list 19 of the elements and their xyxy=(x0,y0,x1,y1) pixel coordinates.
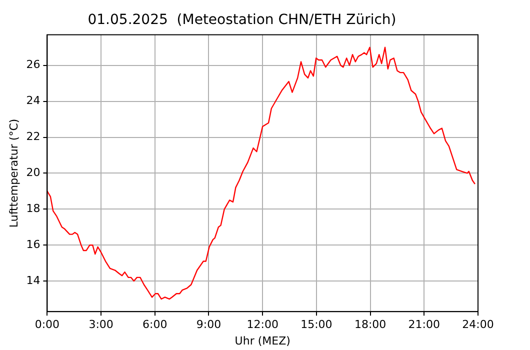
y-tick-label: 18 xyxy=(26,202,40,216)
y-tick-label: 14 xyxy=(26,274,40,287)
x-tick-label: 9:00 xyxy=(196,318,222,332)
y-axis-title: Lufttemperatur (°C) xyxy=(7,118,20,228)
x-tick-label: 21:00 xyxy=(408,318,440,332)
x-tick-label: 3:00 xyxy=(88,318,114,332)
x-tick-label: 18:00 xyxy=(354,318,386,332)
y-tick-label: 22 xyxy=(26,130,40,144)
y-tick-label: 24 xyxy=(26,94,40,108)
x-tick-label: 12:00 xyxy=(246,318,278,332)
x-axis-title: Uhr (MEZ) xyxy=(234,334,290,348)
y-tick-label: 20 xyxy=(26,166,40,180)
x-tick-label: 15:00 xyxy=(300,318,332,332)
chart-title: 01.05.2025 (Meteostation CHN/ETH Zürich) xyxy=(88,12,396,28)
y-tick-label: 16 xyxy=(26,238,40,251)
x-tick-label: 24:00 xyxy=(462,318,494,332)
x-tick-label: 0:00 xyxy=(34,318,60,332)
x-tick-label: 6:00 xyxy=(142,318,168,332)
y-tick-label: 26 xyxy=(26,58,40,72)
